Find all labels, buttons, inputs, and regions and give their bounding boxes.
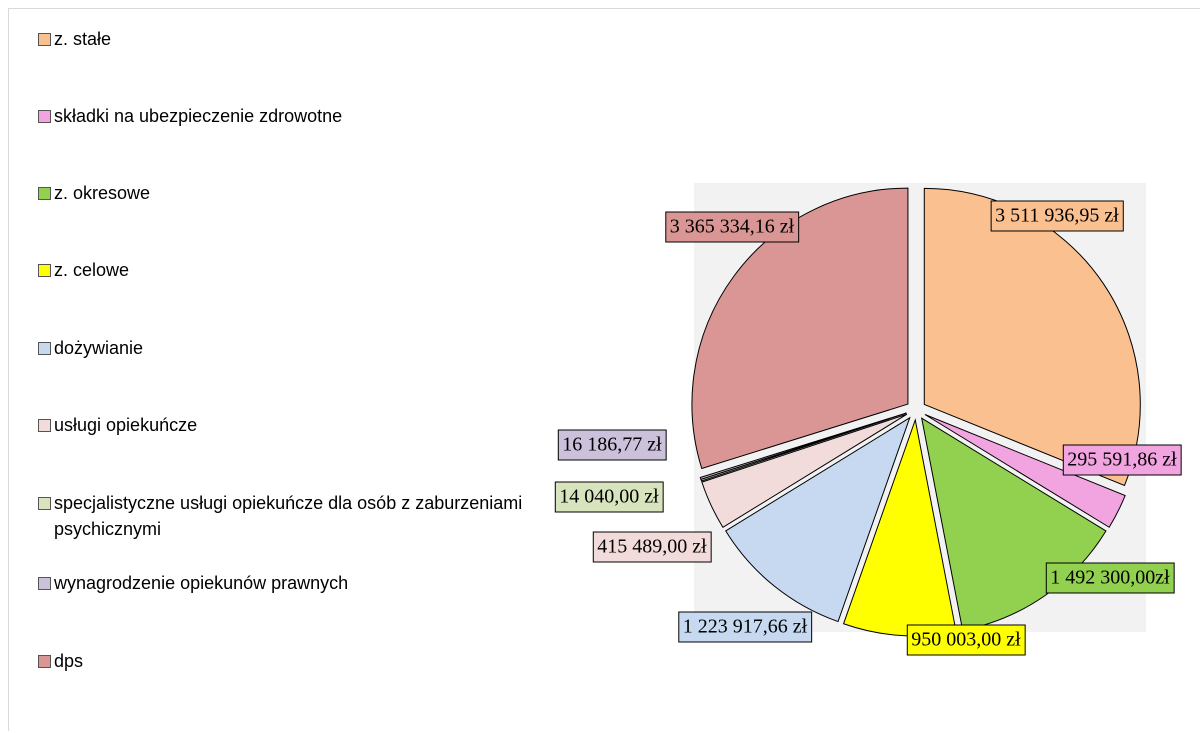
legend-entry: dps xyxy=(38,648,534,674)
data-label-box xyxy=(557,429,667,461)
legend-entry: wynagrodzenie opiekunów prawnych xyxy=(38,570,534,596)
legend-swatch xyxy=(38,577,51,590)
pie-slice xyxy=(924,414,1126,528)
data-label: 415 489,00 zł xyxy=(597,536,707,558)
legend-swatch xyxy=(38,497,51,510)
data-label-box xyxy=(554,481,664,513)
data-label: 16 186,77 zł xyxy=(562,434,662,456)
legend-entry: z. stałe xyxy=(38,26,534,52)
legend-label: z. okresowe xyxy=(54,183,151,203)
legend-entry: z. celowe xyxy=(38,257,534,283)
legend-entry: dożywianie xyxy=(38,335,534,361)
legend-swatch xyxy=(38,342,51,355)
pie-slice xyxy=(699,412,907,480)
data-label: 3 365 334,16 zł xyxy=(670,216,795,238)
legend-swatch xyxy=(38,264,51,277)
legend-swatch xyxy=(38,33,51,46)
pie-slice xyxy=(701,413,908,529)
data-label: 1 492 300,00zł xyxy=(1050,567,1170,589)
data-label: 950 003,00 zł xyxy=(911,629,1021,651)
legend-label: usługi opiekuńcze xyxy=(54,415,198,435)
legend-swatch xyxy=(38,187,51,200)
legend-label: składki na ubezpieczenie zdrowotne xyxy=(54,106,343,126)
data-label: 295 591,86 zł xyxy=(1067,449,1177,471)
data-label: 3 511 936,95 zł xyxy=(995,205,1119,227)
legend-entry: specjalistyczne usługi opiekuńcze dla os… xyxy=(38,490,534,542)
pie-slice xyxy=(725,416,911,623)
legend-entry: usługi opiekuńcze xyxy=(38,412,534,438)
legend-label: dożywianie xyxy=(54,338,144,358)
legend-label: dps xyxy=(54,651,84,671)
data-label-box xyxy=(678,611,813,643)
legend-label: specjalistyczne usługi opiekuńcze dla os… xyxy=(54,493,523,539)
legend-swatch xyxy=(38,110,51,123)
data-label-box xyxy=(990,200,1124,232)
data-label: 1 223 917,66 zł xyxy=(683,616,808,638)
chart-frame xyxy=(8,8,1200,731)
pie-slice xyxy=(691,187,909,470)
data-label-box xyxy=(906,624,1026,656)
legend-swatch xyxy=(38,419,51,432)
legend-swatch xyxy=(38,655,51,668)
data-label-box xyxy=(665,211,800,243)
data-label: 14 040,00 zł xyxy=(559,486,659,508)
data-label-box xyxy=(1045,562,1175,594)
data-label-box xyxy=(592,531,712,563)
pie-slice xyxy=(923,187,1141,487)
legend-entry: składki na ubezpieczenie zdrowotne xyxy=(38,103,534,129)
legend-label: wynagrodzenie opiekunów prawnych xyxy=(54,573,349,593)
legend-label: z. stałe xyxy=(54,29,112,49)
legend-entry: z. okresowe xyxy=(38,180,534,206)
legend-label: z. celowe xyxy=(54,260,130,280)
data-label-box xyxy=(1062,444,1182,476)
